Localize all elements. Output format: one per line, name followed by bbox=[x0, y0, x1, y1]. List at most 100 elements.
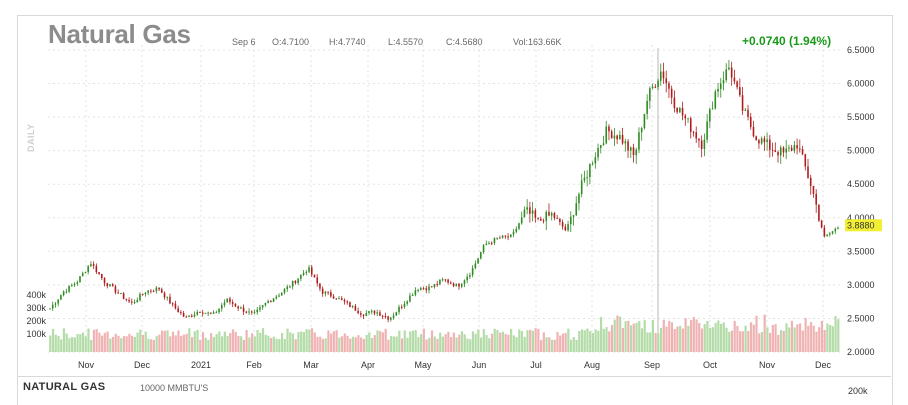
volume-bar bbox=[534, 328, 537, 352]
candle-body bbox=[452, 283, 455, 287]
candle-body bbox=[450, 282, 452, 284]
candle-body bbox=[812, 185, 815, 194]
volume-bar bbox=[101, 335, 104, 352]
volume-bar bbox=[226, 336, 229, 352]
volume-bar bbox=[319, 336, 322, 352]
volume-bar bbox=[335, 330, 338, 352]
volume-bar bbox=[264, 334, 267, 352]
volume-bar bbox=[261, 328, 265, 352]
volume-bar bbox=[779, 330, 783, 352]
candle-body bbox=[188, 315, 190, 317]
volume-bar bbox=[463, 334, 466, 352]
candle-body bbox=[117, 292, 119, 294]
candle-body bbox=[261, 305, 264, 308]
volume-bar bbox=[188, 328, 191, 352]
volume-bar bbox=[670, 322, 674, 352]
volume-bar bbox=[485, 334, 488, 352]
candle-body bbox=[569, 216, 572, 225]
y-tick-label: 6.5000 bbox=[847, 45, 875, 55]
volume-bar bbox=[788, 327, 791, 352]
candle-body bbox=[330, 292, 332, 297]
volume-bar bbox=[771, 325, 774, 352]
y-tick-label: 4.5000 bbox=[847, 179, 875, 189]
volume-bar bbox=[147, 338, 150, 352]
volume-bar bbox=[182, 334, 186, 352]
candle-body bbox=[319, 283, 321, 289]
volume-bar bbox=[155, 336, 158, 352]
candle-body bbox=[422, 288, 425, 290]
candle-body bbox=[223, 302, 226, 306]
volume-bar bbox=[310, 328, 314, 352]
candle-body bbox=[529, 207, 531, 214]
volume-bar bbox=[193, 331, 196, 352]
candle-body bbox=[193, 314, 196, 317]
candle-body bbox=[174, 303, 177, 309]
volume-bar bbox=[196, 329, 199, 352]
ohlc-volume: Vol:163.66K bbox=[513, 37, 562, 47]
candle-body bbox=[752, 126, 755, 137]
y-tick-label: 2.5000 bbox=[847, 313, 875, 323]
volume-bar bbox=[220, 336, 224, 352]
candle-body bbox=[248, 311, 250, 313]
candle-body bbox=[804, 154, 807, 167]
volume-bar bbox=[373, 335, 376, 352]
candle-body bbox=[346, 301, 349, 303]
volume-bar bbox=[493, 328, 496, 352]
volume-bar bbox=[128, 333, 131, 352]
candle-body bbox=[733, 77, 736, 82]
candle-body bbox=[125, 298, 128, 300]
volume-bar bbox=[433, 336, 436, 352]
candle-body bbox=[471, 268, 474, 276]
volume-bar bbox=[272, 336, 275, 352]
candle-body bbox=[788, 147, 790, 149]
candle-body bbox=[160, 289, 163, 293]
candle-body bbox=[747, 109, 749, 117]
ohlc-high: H:4.7740 bbox=[329, 37, 366, 47]
volume-bar bbox=[305, 329, 308, 352]
ohlc-open: O:4.7100 bbox=[272, 37, 310, 47]
volume-bar bbox=[818, 327, 821, 352]
candle-body bbox=[103, 278, 106, 284]
candle-body bbox=[799, 148, 801, 150]
x-tick-label: 2021 bbox=[191, 360, 211, 370]
volume-bar bbox=[436, 338, 439, 352]
candle-body bbox=[354, 305, 357, 311]
candle-body bbox=[343, 299, 346, 302]
candle-body bbox=[147, 290, 149, 293]
volume-bar bbox=[569, 339, 573, 352]
volume-bar bbox=[390, 335, 393, 352]
volume-bar bbox=[640, 328, 644, 352]
candle-body bbox=[398, 306, 400, 313]
candle-body bbox=[785, 148, 787, 153]
volume-bar bbox=[709, 327, 712, 352]
candle-body bbox=[81, 273, 84, 277]
x-tick-label: Sep bbox=[644, 360, 660, 370]
volume-bar bbox=[414, 330, 417, 352]
candle-body bbox=[769, 139, 771, 150]
volume-bar bbox=[548, 337, 551, 352]
volume-bar bbox=[76, 334, 79, 352]
candle-body bbox=[594, 157, 597, 164]
candle-body bbox=[294, 280, 297, 284]
volume-bar bbox=[106, 331, 109, 352]
candle-body bbox=[580, 180, 583, 194]
x-tick-label: Feb bbox=[246, 360, 262, 370]
volume-bar bbox=[605, 327, 608, 352]
volume-bar bbox=[250, 333, 254, 352]
volume-bar bbox=[392, 336, 395, 352]
candle-body bbox=[662, 71, 665, 79]
candle-body bbox=[488, 242, 490, 244]
candle-body bbox=[425, 288, 428, 291]
candle-body bbox=[308, 267, 310, 272]
volume-bar bbox=[289, 332, 292, 352]
volume-bar bbox=[447, 331, 450, 352]
candle-body bbox=[684, 115, 687, 119]
volume-bar bbox=[769, 332, 772, 352]
volume-bar bbox=[681, 328, 684, 352]
candle-body bbox=[278, 295, 280, 297]
candle-body bbox=[717, 88, 719, 92]
volume-bar bbox=[831, 326, 834, 352]
candle-body bbox=[790, 147, 793, 151]
volume-bar bbox=[480, 337, 483, 352]
